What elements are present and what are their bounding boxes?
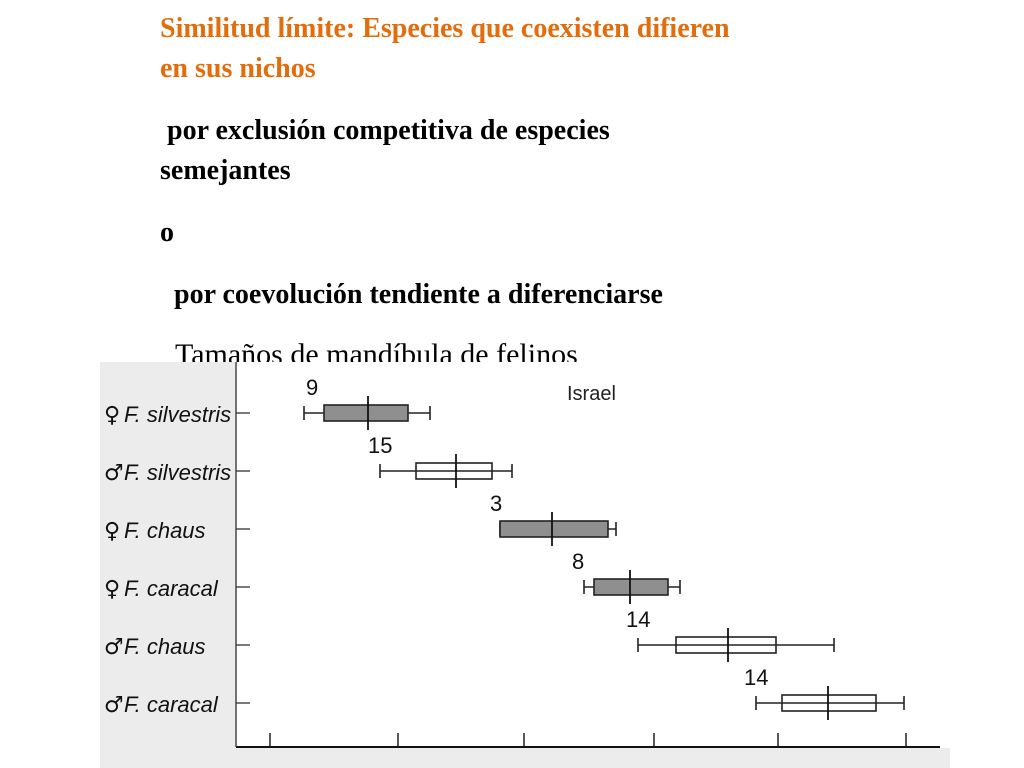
sample-size-label: 15 (368, 433, 392, 458)
sample-size-label: 14 (744, 665, 768, 690)
plot-area (237, 362, 950, 748)
species-label: F. caracal (124, 576, 219, 601)
sex-symbol: ♂ (104, 635, 124, 660)
box (499, 520, 609, 538)
box-plot-figure: Israel ♀ F. silvestris 9 ♂ F. silvestris 15 ♀ F.… (100, 362, 950, 768)
sample-size-label: 3 (490, 491, 502, 516)
species-label: F. chaus (124, 634, 206, 659)
heading-line-2: en sus nichos (160, 53, 316, 84)
connector-o: o (160, 217, 174, 248)
sex-symbol: ♀ (104, 577, 120, 602)
heading-line-1: Similitud límite: Especies que coexisten… (160, 13, 730, 44)
sample-size-label: 14 (626, 607, 650, 632)
sex-symbol: ♀ (104, 519, 120, 544)
sex-symbol: ♂ (104, 693, 124, 718)
sample-size-label: 8 (572, 549, 584, 574)
species-label: F. silvestris (124, 460, 231, 485)
sex-symbol: ♀ (104, 403, 120, 428)
reason-1-line-2: semejantes (160, 155, 291, 186)
species-label: F. caracal (124, 692, 219, 717)
sample-size-label: 9 (306, 375, 318, 400)
region-label: Israel (567, 383, 616, 405)
sex-symbol: ♂ (104, 461, 124, 486)
species-label: F. chaus (124, 518, 206, 543)
reason-1-line-1: por exclusión competitiva de especies (160, 115, 610, 146)
box (323, 404, 409, 422)
reason-2: por coevolución tendiente a diferenciars… (160, 279, 663, 310)
species-label: F. silvestris (124, 402, 231, 427)
box (593, 578, 669, 596)
